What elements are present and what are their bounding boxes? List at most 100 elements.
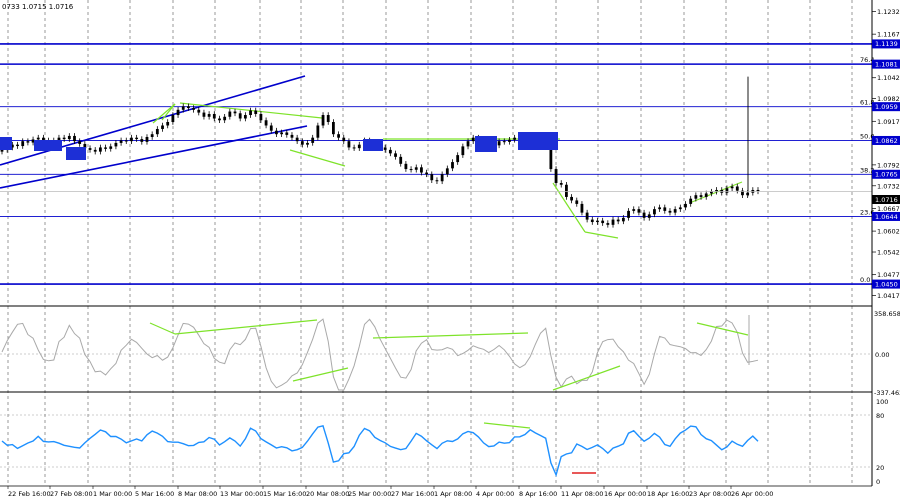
divergence-line — [161, 103, 176, 121]
fibonacci-levels: 76.4 61.8 50.0 38.2 23.6 0.0 — [0, 43, 874, 285]
candle-body — [709, 191, 713, 194]
ind1-divergence-line — [552, 365, 621, 391]
candle-body — [621, 217, 625, 222]
candle-body — [285, 132, 289, 135]
candle-body — [471, 137, 475, 142]
candle-body — [145, 136, 149, 142]
candle-body — [187, 106, 190, 109]
candle-body — [585, 212, 589, 220]
level-box — [0, 137, 12, 150]
fib-level-label: 50.0 — [860, 132, 874, 140]
candle-body — [461, 146, 465, 156]
candle-body — [596, 220, 599, 223]
level-box — [66, 147, 86, 160]
candle-body — [704, 193, 708, 197]
time-tick-label: 1 Mar 00:00 — [93, 490, 132, 498]
fib-price-tag-label: 1.0959 — [875, 103, 898, 111]
candle-body — [725, 188, 729, 193]
candle-body — [238, 113, 242, 119]
level-box — [34, 140, 62, 151]
indicator-panel-1 — [0, 315, 872, 391]
price-tick-label: 1.0917 — [877, 118, 900, 126]
level-box — [363, 139, 383, 151]
candle-body — [295, 137, 299, 142]
ind1-divergence-line — [292, 367, 349, 382]
candle-body — [130, 137, 133, 142]
fib-price-tag-label: 1.1139 — [875, 40, 898, 48]
candle-body — [570, 196, 573, 201]
candle-body — [559, 183, 563, 185]
candle-body — [735, 186, 739, 191]
candle-body — [207, 113, 211, 117]
ind1-divergence-line — [174, 319, 318, 335]
candle-body — [440, 174, 444, 182]
fib-level-label: 23.6 — [860, 208, 874, 216]
candle-body — [741, 190, 744, 196]
candle-body — [601, 220, 605, 224]
candle-body — [425, 172, 429, 175]
candle-body — [109, 146, 113, 149]
candle-body — [212, 113, 216, 119]
candle-body — [243, 115, 247, 119]
candle-body — [388, 149, 392, 154]
candle-body — [554, 169, 558, 183]
candle-body — [684, 203, 687, 208]
candle-body — [466, 141, 470, 147]
candle-body — [321, 115, 325, 126]
fib-price-tag-label: 1.0862 — [875, 137, 898, 145]
candle-body — [57, 137, 61, 142]
time-tick-label: 11 Apr 08:00 — [561, 490, 603, 498]
fib-price-tag-label: 1.0450 — [875, 280, 898, 288]
candle-body — [565, 184, 568, 197]
indicator2-level-0: 0 — [876, 478, 880, 486]
candle-body — [756, 189, 760, 192]
candle-body — [119, 140, 123, 143]
candle-body — [730, 186, 734, 189]
candle-body — [124, 140, 128, 142]
time-tick-label: 23 Apr 08:00 — [689, 490, 731, 498]
candle-body — [678, 207, 682, 210]
divergence-line — [584, 231, 619, 239]
candle-body — [632, 209, 636, 211]
candle-body — [218, 118, 221, 121]
candle-body — [383, 147, 387, 150]
time-tick-label: 27 Mar 16:00 — [391, 490, 434, 498]
fib-price-tag — [872, 169, 900, 179]
candle-body — [223, 116, 227, 121]
price-tick-label: 1.0542 — [877, 249, 900, 257]
candle-body — [435, 180, 439, 182]
candle-body — [300, 141, 304, 145]
blue-boxes — [0, 132, 558, 160]
candle-body — [673, 209, 677, 213]
time-tick-label: 4 Apr 00:00 — [476, 490, 514, 498]
candle-body — [331, 122, 335, 135]
time-tick-label: 1 Apr 08:00 — [434, 490, 472, 498]
candle-body — [357, 144, 361, 149]
time-tick-label: 25 Mar 00:00 — [348, 490, 391, 498]
price-tick-label: 1.0667 — [877, 205, 900, 213]
divergence-line — [289, 149, 346, 167]
time-tick-label: 22 Feb 16:00 — [8, 490, 51, 498]
candle-body — [202, 112, 206, 117]
candle-body — [197, 109, 201, 113]
candle-body — [275, 130, 278, 135]
candle-body — [78, 141, 82, 144]
indicator2-level-80: 80 — [876, 412, 884, 420]
candle-body — [399, 156, 403, 164]
candle-body — [161, 125, 164, 129]
candle-body — [280, 132, 284, 135]
indicator1-mid-label: 0.00 — [875, 351, 889, 359]
ind1-line — [1, 318, 759, 391]
candle-body — [62, 137, 66, 140]
time-tick-label: 20 Mar 08:00 — [306, 490, 349, 498]
candle-body — [668, 210, 672, 213]
candle-body — [694, 195, 698, 199]
fib-price-tag — [872, 102, 900, 112]
candle-body — [352, 147, 356, 149]
candle-body — [16, 144, 19, 147]
candle-body — [502, 141, 506, 143]
ind1-divergence-line — [696, 322, 749, 336]
candle-body — [575, 200, 579, 204]
candle-body — [394, 153, 397, 157]
